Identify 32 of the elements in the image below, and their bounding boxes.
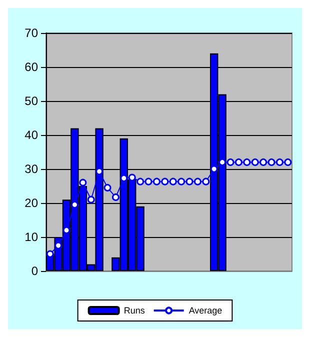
y-tick-label: 0 <box>31 264 38 278</box>
point <box>284 158 292 166</box>
point <box>152 178 160 186</box>
point <box>194 178 202 186</box>
y-tick-label: 70 <box>24 26 38 40</box>
point <box>243 158 251 166</box>
point <box>202 178 210 186</box>
point <box>144 178 152 186</box>
point <box>79 178 87 186</box>
point <box>251 158 259 166</box>
point <box>276 158 284 166</box>
point <box>260 158 268 166</box>
point <box>104 184 112 192</box>
y-tick-label: 10 <box>24 230 38 244</box>
point <box>112 193 120 201</box>
y-tick-label: 20 <box>24 196 38 210</box>
point <box>178 178 186 186</box>
point <box>128 174 136 182</box>
y-tick-label: 40 <box>24 128 38 142</box>
point <box>169 178 177 186</box>
point <box>268 158 276 166</box>
legend-label: Runs <box>124 306 146 316</box>
legend-label: Average <box>188 306 222 316</box>
y-tick-label: 60 <box>24 60 38 74</box>
point <box>186 178 194 186</box>
point <box>87 196 95 204</box>
point <box>226 158 234 166</box>
y-tick-label: 50 <box>24 94 38 108</box>
y-tick-label: 30 <box>24 162 38 176</box>
point <box>234 158 242 166</box>
point <box>136 178 144 186</box>
point <box>161 178 169 186</box>
